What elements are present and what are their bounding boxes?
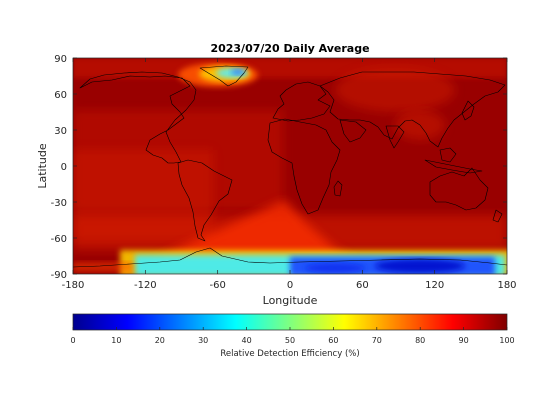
greenland-blue-core [231,69,245,75]
y-tick-label: 0 [61,162,67,173]
coastline-arabia [339,119,367,143]
x-tick-label: 180 [497,280,516,291]
map-plot-area [72,57,508,275]
colorbar-tick-label: 20 [155,336,165,345]
y-tick-label: 90 [54,54,67,65]
antarctic-low-efficiency-region [73,250,507,274]
colorbar-tick-label: 10 [111,336,121,345]
colorbar-tick-label: 80 [415,336,425,345]
coastline-africa [267,118,341,215]
coastlines [73,65,507,268]
y-tick-label: -60 [51,234,67,245]
coastline-borneo [439,147,457,163]
y-axis-ticks: 90 60 30 0 -30 -60 -90 [51,54,507,281]
colorbar-tick-label: 100 [499,336,514,345]
colorbar-tick-label: 60 [328,336,338,345]
colorbar-label: Relative Detection Efficiency (%) [220,349,359,359]
x-tick-label: 0 [287,280,293,291]
antarctic-edge-red [73,262,133,272]
x-axis-ticks: -180 -120 -60 0 60 120 180 [62,58,517,291]
coastline-indonesia [424,159,483,174]
x-tick-label: -180 [62,280,85,291]
colorbar-tick-label: 70 [372,336,382,345]
colorbar-tick-label: 40 [242,336,252,345]
y-tick-label: -90 [51,270,67,281]
colorbar-tick-label: 50 [285,336,295,345]
x-tick-label: 120 [425,280,444,291]
x-tick-label: -60 [209,280,225,291]
y-axis-label: Latitude [36,143,49,189]
colorbar-tick-label: 30 [198,336,208,345]
coastline-antarctica [73,247,507,268]
y-tick-label: -30 [51,198,67,209]
coastline-asia [319,71,506,148]
colorbar-tick-label: 0 [70,336,75,345]
coastline-greenland [199,65,249,87]
colorbar: 0 10 20 30 40 50 60 70 80 90 100 Relative Detectio… [70,313,515,359]
antarctic-dark-blue-core [375,259,465,273]
colorbar-ticks: 0 10 20 30 40 50 60 70 80 90 100 [70,327,515,345]
north-asia-red-patch [335,68,455,112]
coastline-india [385,125,405,149]
chart-title: 2023/07/20 Daily Average [210,42,369,55]
colorbar-tick-label: 90 [459,336,469,345]
y-tick-label: 60 [54,90,67,101]
greenland-low-efficiency-region [178,63,258,87]
coastline-europe [272,81,331,122]
coastline-new-zealand [492,209,503,223]
x-tick-label: 60 [356,280,369,291]
x-axis-label: Longitude [263,294,318,307]
coastline-north-america [79,71,197,164]
coastline-south-america [177,159,233,242]
antarctic-dark-blue-core-west [305,263,365,273]
y-tick-label: 30 [54,126,67,137]
coastline-australia [429,167,489,211]
efficiency-field [73,58,507,274]
coastline-japan [461,100,475,121]
coastline-madagascar [333,180,343,197]
x-tick-label: -120 [134,280,157,291]
